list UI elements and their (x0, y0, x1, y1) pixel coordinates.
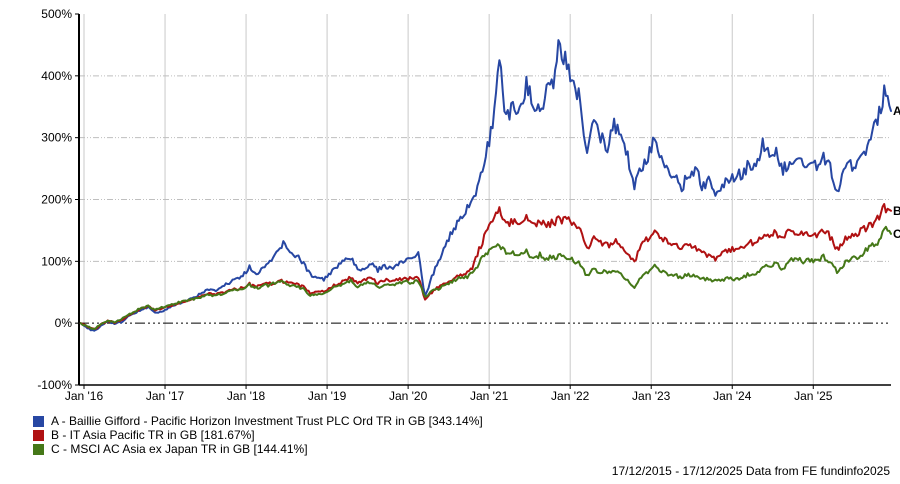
y-axis-label: 400% (41, 69, 72, 83)
y-axis-label: 0% (55, 316, 73, 330)
x-axis-label: Jan '20 (389, 389, 428, 403)
legend-item: A - Baillie Gifford - Pacific Horizon In… (33, 414, 483, 428)
legend-item-label: C - MSCI AC Asia ex Japan TR in GB [144.… (51, 442, 308, 456)
x-axis-label: Jan '16 (65, 389, 104, 403)
series-end-label-A: A (893, 104, 900, 118)
x-axis-label: Jan '19 (308, 389, 347, 403)
legend-item-label: B - IT Asia Pacific TR in GB [181.67%] (51, 428, 255, 442)
x-axis-label: Jan '22 (551, 389, 590, 403)
y-axis-label: 100% (41, 254, 72, 268)
x-axis-label: Jan '24 (713, 389, 752, 403)
x-axis-label: Jan '18 (227, 389, 266, 403)
series-line-A (79, 39, 892, 332)
x-axis-label: Jan '25 (794, 389, 833, 403)
y-axis-label: -100% (37, 378, 72, 392)
date-range-note: 17/12/2015 - 17/12/2025 Data from FE fun… (611, 464, 890, 478)
series-end-label-C: C (893, 227, 900, 241)
y-axis-label: 200% (41, 193, 72, 207)
legend-item: C - MSCI AC Asia ex Japan TR in GB [144.… (33, 442, 483, 456)
x-axis-label: Jan '21 (470, 389, 509, 403)
series-end-label-B: B (893, 204, 900, 218)
x-axis-label: Jan '23 (632, 389, 671, 403)
legend-swatch-icon (33, 429, 44, 441)
y-axis-label: 500% (41, 7, 72, 21)
legend-swatch-icon (33, 443, 44, 455)
chart-legend: A - Baillie Gifford - Pacific Horizon In… (33, 414, 483, 456)
x-axis-label: Jan '17 (146, 389, 185, 403)
y-axis-label: 300% (41, 131, 72, 145)
legend-item-label: A - Baillie Gifford - Pacific Horizon In… (51, 414, 483, 428)
legend-swatch-icon (33, 415, 44, 427)
series-line-C (79, 225, 892, 330)
legend-item: B - IT Asia Pacific TR in GB [181.67%] (33, 428, 483, 442)
